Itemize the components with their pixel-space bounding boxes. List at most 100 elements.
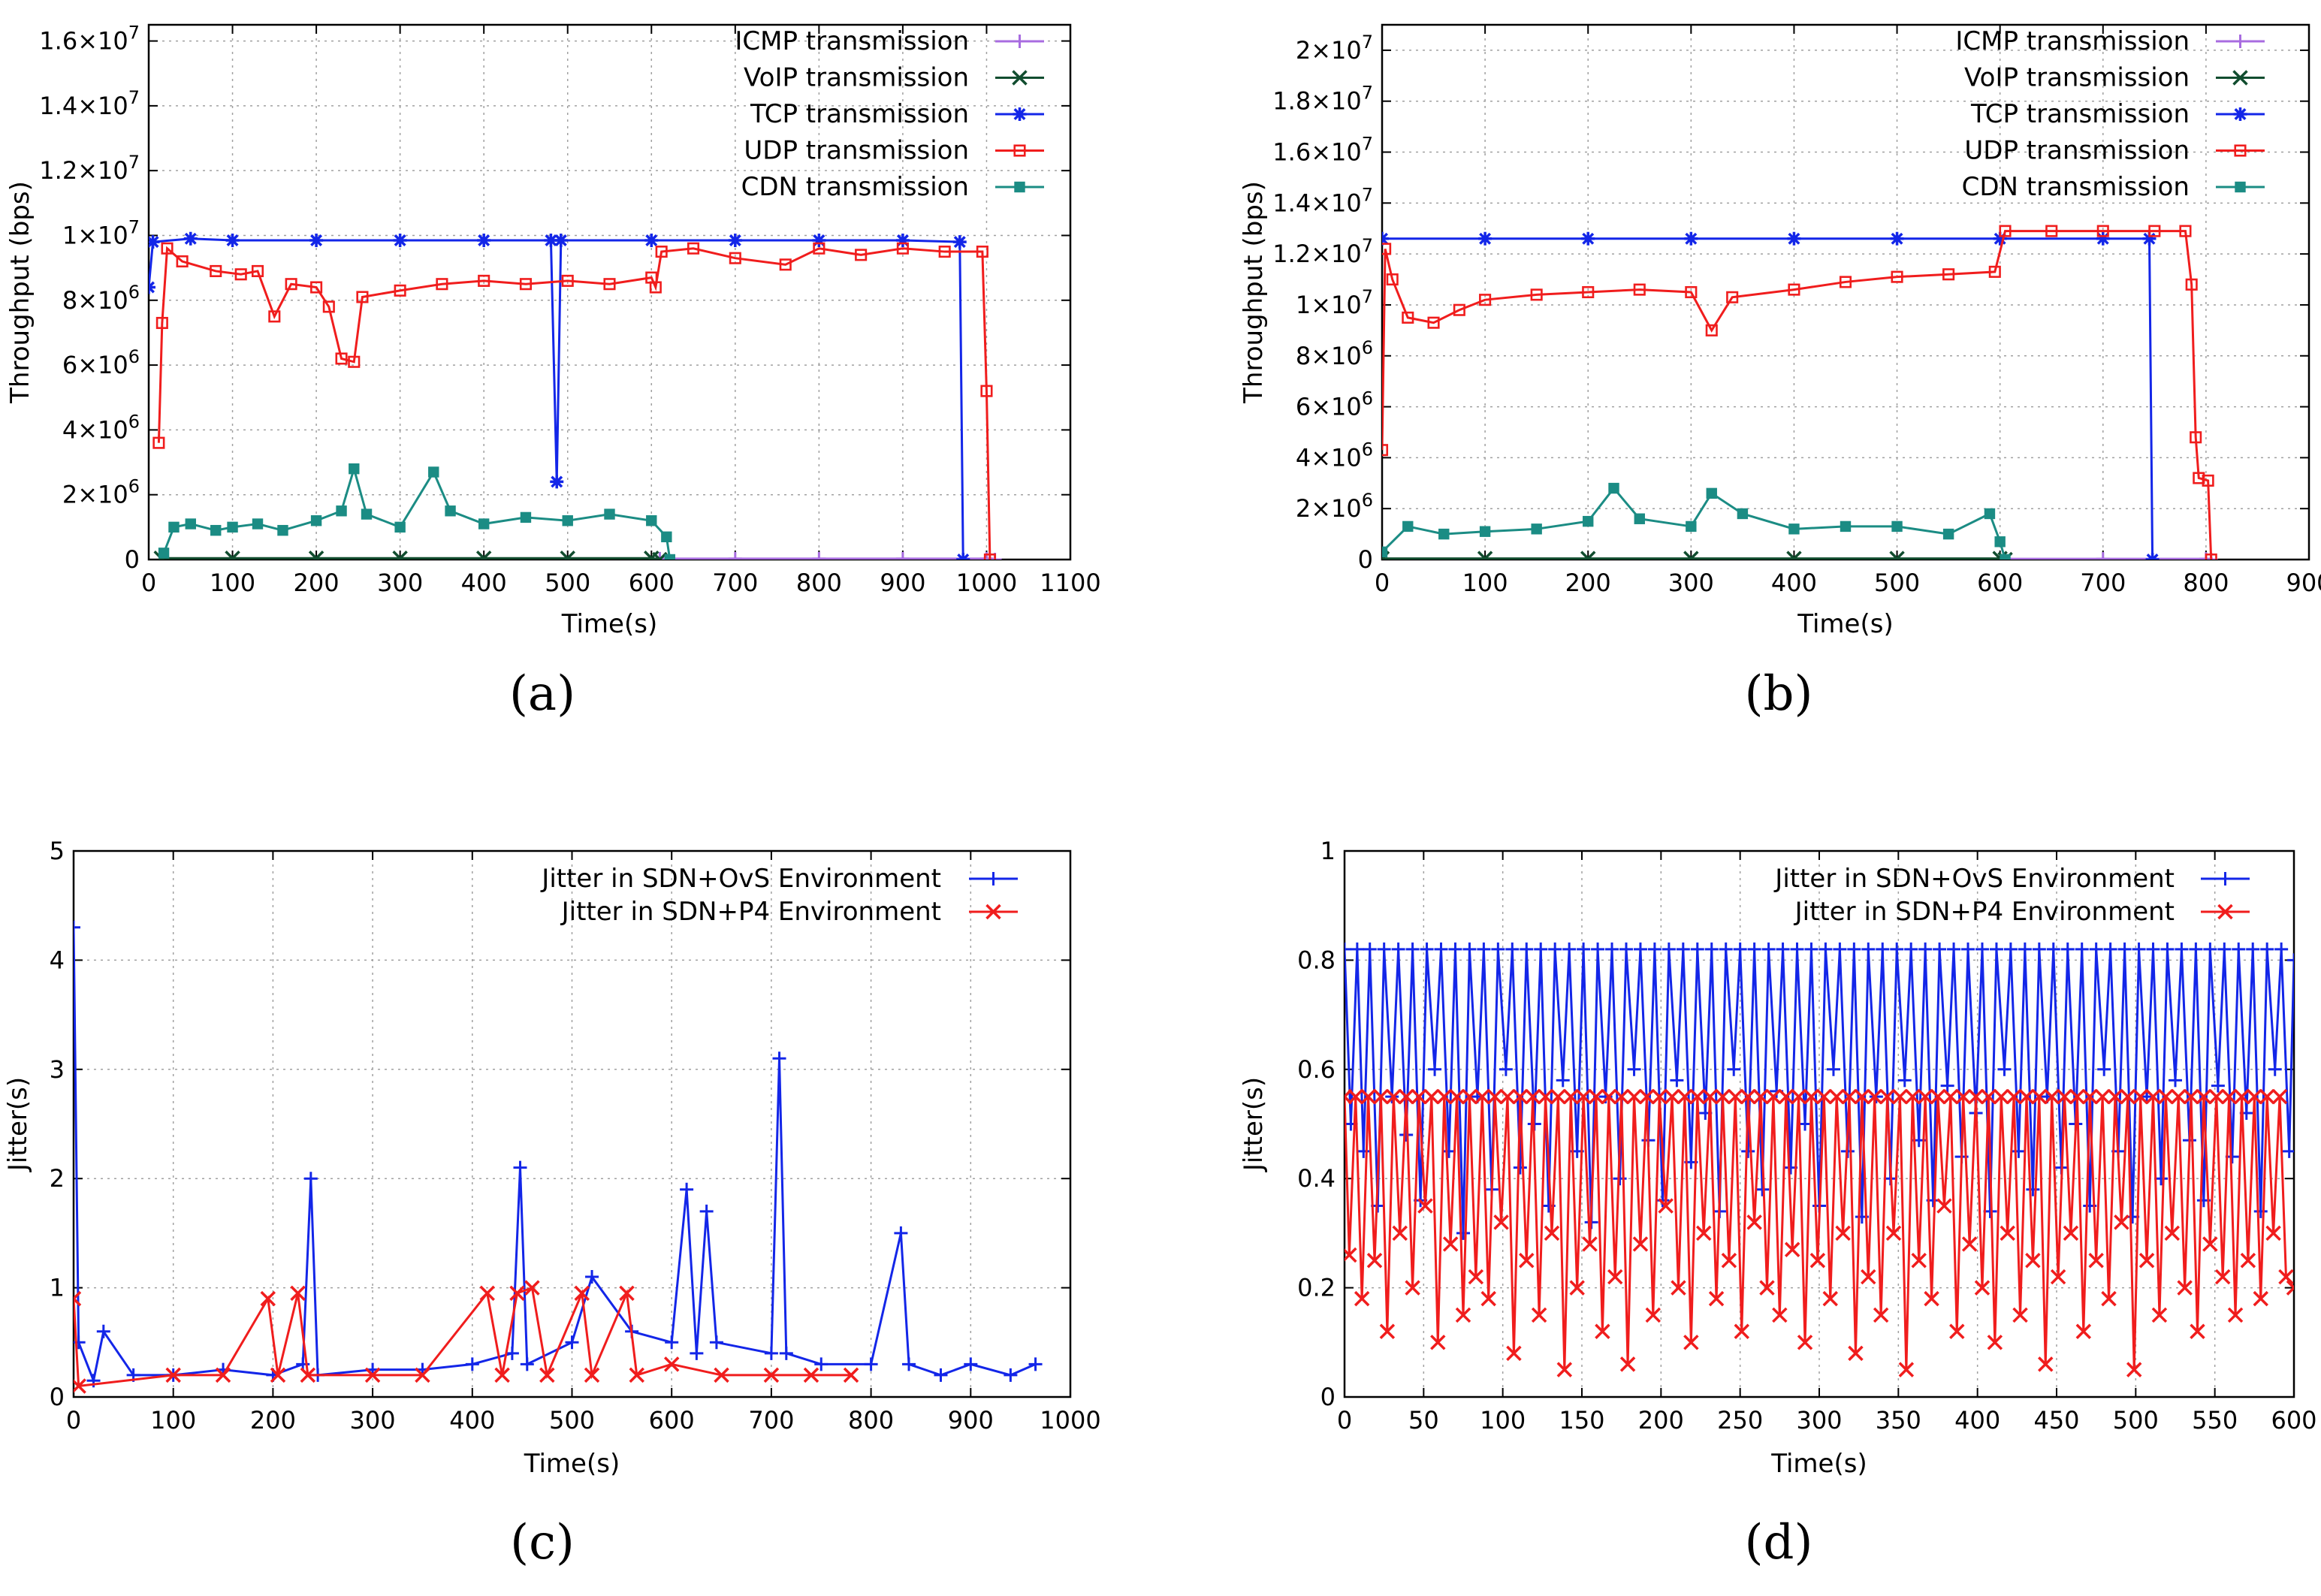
filled-square-marker (1583, 515, 1594, 527)
cross-marker (1442, 1236, 1459, 1252)
series-line (74, 1286, 852, 1388)
series-voip-transmission (153, 551, 668, 560)
square-marker (976, 246, 988, 258)
y-tick-label: 4×106 (1296, 439, 1373, 472)
legend-label: ICMP transmission (1955, 26, 2190, 56)
legend-label: Jitter in SDN+OvS Environment (1773, 864, 2175, 894)
plus-marker (2117, 942, 2132, 956)
series-icmp-transmission (653, 551, 1002, 560)
star-marker (1890, 231, 1904, 246)
cross-marker (1493, 1214, 1509, 1230)
cross-marker (2132, 1088, 2148, 1105)
cross-marker (2006, 1088, 2022, 1105)
x-tick-label: 300 (350, 1406, 396, 1435)
series-line (1382, 237, 2154, 560)
cross-marker (1538, 1088, 1553, 1105)
square-marker (1685, 285, 1698, 299)
cross-marker (2265, 1225, 2281, 1242)
legend: ICMP transmission VoIP transmission TCP tr… (1955, 26, 2265, 202)
cross-marker (1436, 1088, 1452, 1105)
plus-marker (779, 1346, 793, 1360)
star-marker (956, 553, 970, 560)
cross-marker (479, 1285, 495, 1302)
square-marker (649, 281, 662, 294)
plus-marker (1741, 1144, 1755, 1158)
square-marker (155, 316, 168, 330)
plus-marker (709, 1335, 723, 1350)
cross-marker (1841, 1088, 1858, 1105)
legend-label: TCP transmission (1970, 99, 2190, 129)
x-tick-label: 550 (2192, 1406, 2238, 1435)
plus-marker (1662, 942, 1676, 956)
plus-marker (1520, 942, 1534, 956)
cross-marker (1873, 1307, 1889, 1323)
cross-marker (2120, 1088, 2136, 1105)
y-tick-label: 4 (50, 946, 65, 974)
cross-marker (1898, 1362, 1915, 1377)
square-marker (1013, 144, 1026, 157)
x-tick-label: 100 (210, 569, 255, 597)
filled-square-marker (646, 515, 657, 526)
series-icmp-transmission (1998, 552, 2218, 560)
cross-marker (1525, 1088, 1541, 1105)
square-marker (2190, 431, 2202, 444)
x-tick-label: 400 (449, 1406, 495, 1435)
star-marker (225, 233, 240, 247)
cross-marker (1994, 1088, 2009, 1105)
square-marker (1402, 311, 1414, 324)
series-line (1382, 486, 2006, 560)
plus-marker (2268, 1062, 2282, 1076)
cross-marker (2221, 1088, 2237, 1105)
x-tick-label: 350 (1876, 1406, 1921, 1435)
plus-marker (934, 1368, 948, 1382)
cross-marker (2208, 1088, 2225, 1105)
plus-marker (2189, 942, 2203, 956)
cross-marker (1892, 1088, 1908, 1105)
plus-marker (690, 1346, 704, 1360)
plus-marker (1534, 942, 1548, 956)
x-tick-label: 600 (649, 1406, 695, 1435)
cross-marker (1588, 1088, 1604, 1105)
plus-marker (2012, 1144, 2026, 1158)
cross-marker (2164, 1225, 2181, 1242)
square-marker (478, 274, 490, 287)
square-marker (1788, 283, 1800, 296)
cross-marker (644, 551, 659, 560)
series-line (1382, 557, 2006, 560)
plus-marker (1405, 942, 1420, 956)
cross-marker (1835, 1225, 1851, 1242)
cross-marker (2286, 1280, 2294, 1296)
plus-marker (964, 1357, 978, 1371)
cross-marker (2088, 1253, 2104, 1269)
plus-marker (565, 1335, 579, 1350)
plus-marker (986, 872, 1001, 885)
plus-marker (812, 551, 826, 560)
cross-marker (1580, 551, 1596, 560)
filled-square-marker (336, 505, 347, 517)
y-tick-label: 0.6 (1297, 1055, 1336, 1084)
cross-marker (1411, 1088, 1427, 1105)
x-tick-label: 150 (1559, 1406, 1604, 1435)
cross-marker (1734, 1323, 1750, 1339)
cross-marker (2000, 1225, 2015, 1242)
cross-marker (494, 1367, 510, 1383)
cross-marker (2259, 1088, 2275, 1105)
cross-marker (1974, 1280, 1991, 1296)
plus-marker (1363, 942, 1377, 956)
plus-marker (1676, 942, 1690, 956)
cross-marker (1784, 1242, 1800, 1257)
x-tick-label: 0 (1337, 1406, 1352, 1435)
plus-marker (1013, 35, 1027, 48)
y-tick-label: 0 (1320, 1383, 1336, 1411)
star-marker (1684, 231, 1698, 246)
star-marker (952, 235, 967, 249)
plus-marker (1357, 1144, 1371, 1158)
plus-marker (2060, 942, 2075, 956)
plus-marker (1876, 942, 1890, 956)
filled-square-marker (168, 521, 180, 533)
x-tick-label: 1100 (1040, 569, 1100, 597)
square-marker (896, 242, 909, 255)
plus-marker (1619, 942, 1633, 956)
plus-marker (1933, 942, 1947, 956)
plot-area (74, 920, 1043, 1394)
